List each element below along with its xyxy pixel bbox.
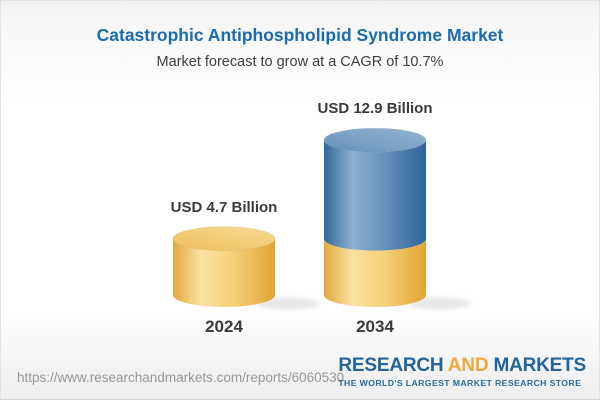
cylinder-segment-2024-base xyxy=(173,238,275,307)
logo-tagline: THE WORLD'S LARGEST MARKET RESEARCH STOR… xyxy=(338,377,582,388)
value-label-2024: USD 4.7 Billion xyxy=(170,198,278,216)
cylinder-top-2024 xyxy=(172,226,276,252)
logo-word-research: RESEARCH xyxy=(338,355,444,376)
logo-wordmark: RESEARCH AND MARKETS xyxy=(338,356,586,376)
bars-layer xyxy=(172,127,470,310)
cylinder-segment-2034-base xyxy=(324,238,426,307)
cylinder-segment-2034-growth xyxy=(324,140,426,251)
category-label-2024: 2024 xyxy=(205,317,243,336)
logo-word-and: AND xyxy=(447,355,489,376)
value-label-2034: USD 12.9 Billion xyxy=(317,100,433,118)
cylinder-shadow xyxy=(408,297,470,310)
report-url: https://www.researchandmarkets.com/repor… xyxy=(17,370,345,385)
chart-title: Catastrophic Antiphospholipid Syndrome M… xyxy=(96,25,504,45)
logo-word-markets: MARKETS xyxy=(493,355,586,376)
chart-header: Catastrophic Antiphospholipid Syndrome M… xyxy=(1,1,599,70)
cylinder-shadow xyxy=(257,297,319,310)
chart-subtitle: Market forecast to grow at a CAGR of 10.… xyxy=(156,54,444,70)
research-and-markets-logo: RESEARCH AND MARKETS THE WORLD'S LARGEST… xyxy=(338,356,586,388)
cylinder-top-2034 xyxy=(323,127,427,153)
category-label-2034: 2034 xyxy=(356,317,394,336)
